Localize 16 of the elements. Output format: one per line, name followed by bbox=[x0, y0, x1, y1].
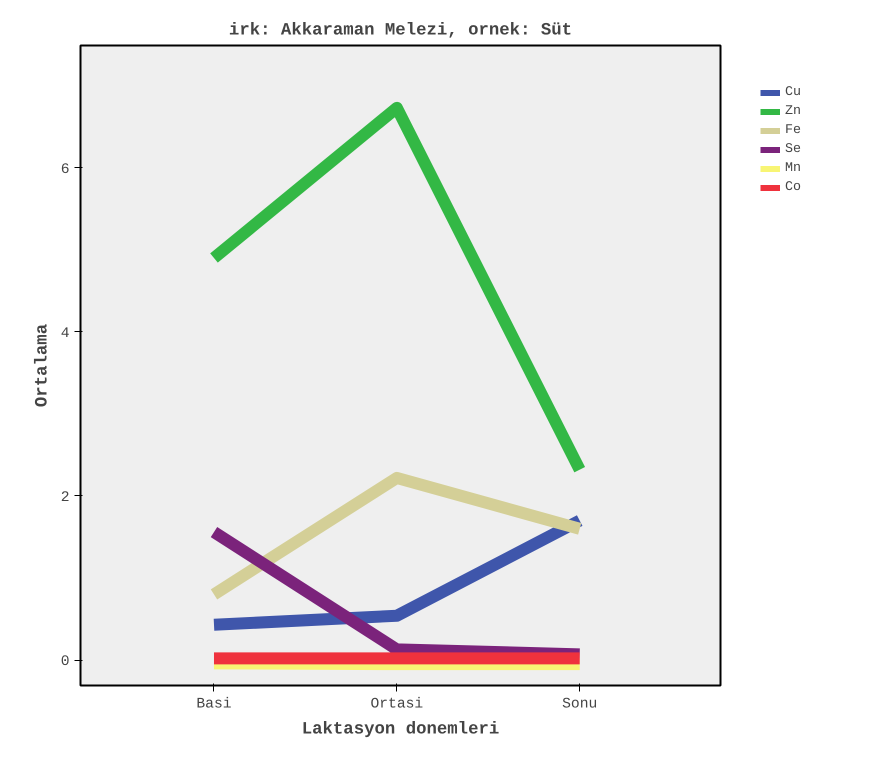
y-tick-label: 6 bbox=[60, 162, 70, 178]
y-tick-label: 2 bbox=[60, 490, 70, 506]
x-tick-label: Basi bbox=[196, 696, 232, 712]
legend-label: Mn bbox=[785, 161, 802, 176]
x-tick-label: Sonu bbox=[562, 696, 598, 712]
y-tick-label: 4 bbox=[60, 326, 70, 342]
y-axis-title: Ortalama bbox=[34, 324, 53, 408]
chart-title: irk: Akkaraman Melezi, ornek: Süt bbox=[228, 22, 572, 40]
x-tick-label: Ortasi bbox=[370, 696, 424, 712]
legend-label: Se bbox=[785, 142, 802, 157]
y-tick-label: 0 bbox=[60, 654, 70, 670]
x-axis-title: Laktasyon donemleri bbox=[302, 720, 500, 740]
legend-label: Cu bbox=[785, 85, 802, 100]
legend-label: Co bbox=[785, 180, 802, 195]
legend-label: Fe bbox=[785, 123, 802, 138]
legend-label: Zn bbox=[785, 104, 802, 119]
